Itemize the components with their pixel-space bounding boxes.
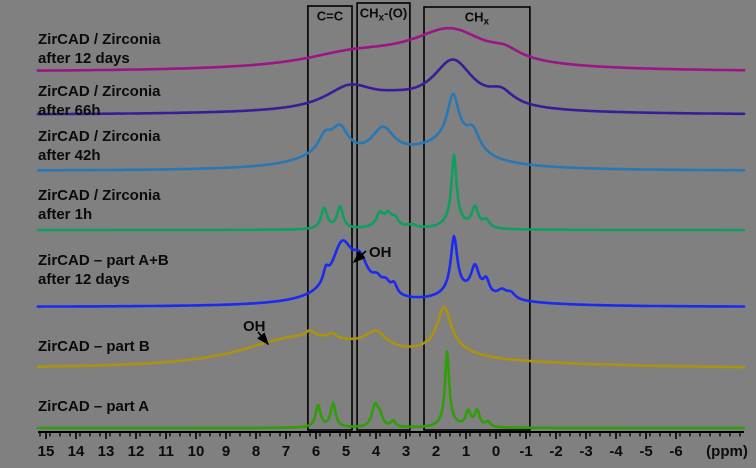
series-label: ZirCAD / Zirconia after 66h: [38, 82, 161, 120]
annotations-layer: OH OH: [243, 244, 392, 346]
spectrum-trace: [36, 58, 746, 116]
region-box: [356, 2, 411, 431]
x-axis-tick-label: 7: [282, 443, 290, 460]
series-label-line: after 12 days: [38, 271, 130, 288]
x-axis-tick-label: -6: [669, 443, 682, 460]
series-label-line: ZirCAD – part A+B: [38, 252, 169, 269]
series-label-line: ZirCAD – part A: [38, 398, 150, 415]
series-label-line: after 42h: [38, 147, 101, 164]
series-label: ZirCAD – part B: [38, 337, 150, 356]
axis-unit-label: (ppm): [706, 443, 748, 460]
spectrum-trace: [36, 26, 746, 72]
series-label-line: ZirCAD – part B: [38, 338, 150, 355]
annotation-arrow: [352, 250, 367, 264]
x-axis-tick-label: 5: [342, 443, 350, 460]
x-axis-tick-label: -3: [579, 443, 592, 460]
series-label-line: ZirCAD / Zirconia: [38, 128, 161, 145]
spectrum-trace: [36, 153, 746, 232]
x-axis-tick-label: -2: [549, 443, 562, 460]
x-axis-tick-label: 12: [128, 443, 145, 460]
spectrum-trace: [36, 92, 746, 172]
x-axis-tick-label: -5: [639, 443, 652, 460]
spectrum-trace: [36, 305, 746, 369]
x-axis-tick-label: -1: [519, 443, 532, 460]
x-axis-tick-label: 1: [462, 443, 470, 460]
x-axis-tick-label: 9: [222, 443, 230, 460]
traces-layer: [36, 26, 746, 430]
series-label: ZirCAD – part A+B after 12 days: [38, 251, 169, 289]
axis-layer: 15 14 13 12 11 10 9 8 7 6 5 4 3 2 1 0 -1 -2 -3 -4 -5 -6: [38, 431, 744, 460]
region-label: C=C: [317, 9, 344, 24]
series-label: ZirCAD – part A: [38, 397, 149, 416]
x-axis-tick-label: 11: [158, 443, 174, 460]
x-axis-tick-label: 14: [68, 443, 85, 460]
spectrum-trace: [36, 350, 746, 430]
series-label-line: after 12 days: [38, 50, 130, 67]
region-label: CHx: [465, 10, 490, 28]
annotation-label: OH: [243, 318, 266, 335]
x-axis-tick-label: 2: [432, 443, 440, 460]
x-axis-tick-label: 13: [98, 443, 115, 460]
spectrum-trace: [36, 234, 746, 308]
series-label: ZirCAD / Zirconia after 12 days: [38, 30, 161, 68]
x-axis-tick-label: 10: [188, 443, 205, 460]
x-axis-tick-label: 3: [402, 443, 410, 460]
region-box: [423, 6, 531, 431]
series-label-line: after 1h: [38, 206, 93, 223]
series-label-line: after 66h: [38, 102, 101, 119]
annotation-arrow: [257, 331, 270, 346]
region-box: [307, 5, 353, 431]
series-label: ZirCAD / Zirconia after 42h: [38, 127, 161, 165]
x-axis-tick-label: 0: [492, 443, 500, 460]
series-label-line: ZirCAD / Zirconia: [38, 83, 161, 100]
region-label: CHx-(O): [360, 6, 407, 24]
series-label-line: ZirCAD / Zirconia: [38, 31, 161, 48]
x-axis-tick-label: 4: [372, 443, 381, 460]
x-axis-tick-label: 6: [312, 443, 320, 460]
x-axis-tick-label: 8: [252, 443, 260, 460]
series-label: ZirCAD / Zirconia after 1h: [38, 186, 161, 224]
series-label-line: ZirCAD / Zirconia: [38, 187, 161, 204]
x-axis-tick-label: 15: [38, 443, 55, 460]
annotation-label: OH: [369, 244, 392, 261]
x-axis-tick-label: -4: [609, 443, 623, 460]
region-boxes-layer: C=C CHx-(O) CHx: [307, 2, 531, 431]
